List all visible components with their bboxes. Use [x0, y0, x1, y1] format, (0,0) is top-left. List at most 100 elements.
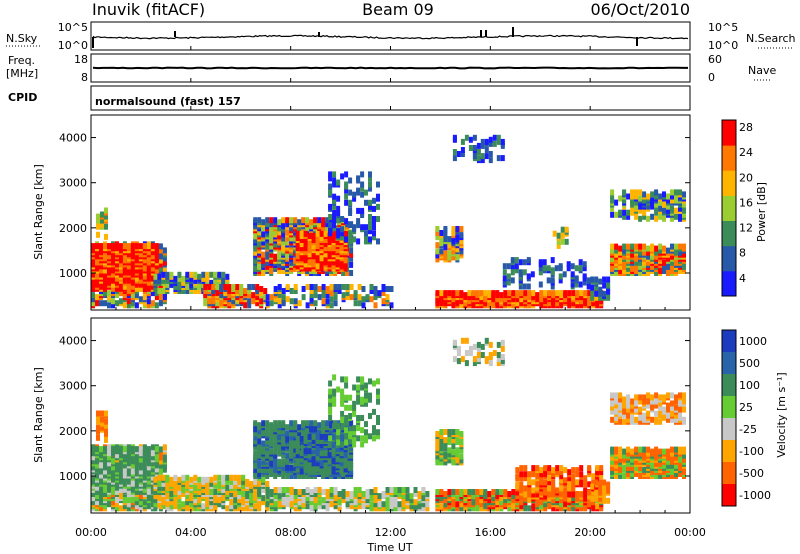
- cell-1103: [253, 426, 258, 433]
- cell-1831: [348, 404, 353, 411]
- cell-671: [142, 458, 147, 465]
- cell-2328: [630, 251, 635, 258]
- cell-1110: [257, 460, 262, 467]
- cell-948: [217, 474, 222, 481]
- cell-1704: [319, 433, 324, 440]
- cell-1666: [344, 218, 349, 225]
- cell-2245: [500, 155, 505, 162]
- cell-1627: [295, 466, 300, 473]
- cell-941: [217, 495, 222, 502]
- cell-1751: [277, 298, 282, 305]
- cell-1857: [360, 435, 365, 442]
- cell-194: [142, 294, 147, 301]
- cell-2081: [381, 491, 386, 497]
- cell-2039: [353, 487, 358, 493]
- cell-1272: [289, 464, 294, 471]
- cell-704: [177, 275, 182, 282]
- cell-839: [181, 474, 186, 481]
- cell-1847: [381, 284, 386, 290]
- cell-1708: [364, 234, 368, 241]
- cell-2049: [547, 290, 552, 297]
- cell-759: [209, 271, 214, 278]
- cell-1686: [315, 450, 320, 457]
- cell-2063: [369, 489, 374, 495]
- cell-807: [211, 294, 216, 301]
- cell-2670: [518, 283, 523, 290]
- cell-800: [169, 491, 174, 497]
- power-colorbar-tick-1: 8: [739, 247, 746, 260]
- cell-280: [162, 267, 167, 274]
- cell-2662: [510, 269, 515, 276]
- cell-746: [104, 410, 108, 417]
- cell-1742: [331, 433, 336, 440]
- cell-1268: [317, 221, 322, 228]
- cell-499: [126, 243, 131, 250]
- cell-2534: [642, 213, 647, 220]
- noise-spikes: [92, 27, 638, 48]
- cell-2086: [571, 290, 576, 297]
- cell-589: [122, 452, 127, 459]
- cell-1165: [265, 430, 270, 437]
- cell-1992: [321, 489, 326, 495]
- cell-662: [142, 486, 147, 493]
- cell-947: [217, 480, 222, 487]
- cell-1786: [313, 284, 318, 290]
- cell-1068: [281, 235, 286, 242]
- cell-418: [158, 446, 163, 453]
- cell-1811: [340, 410, 345, 417]
- cell-1949: [487, 290, 492, 297]
- cell-2235: [484, 138, 489, 145]
- cell-1852: [385, 286, 390, 292]
- cell-1172: [269, 460, 274, 467]
- cell-482: [99, 468, 103, 475]
- cell-2489: [610, 197, 615, 204]
- cell-1459: [299, 230, 304, 237]
- cell-1738: [331, 448, 336, 455]
- cell-2656: [502, 263, 507, 270]
- cell-2093: [575, 290, 580, 297]
- cell-1648: [303, 458, 308, 465]
- cell-1871: [364, 400, 368, 407]
- cell-2556: [654, 215, 659, 222]
- cell-2508: [626, 193, 631, 200]
- cell-320: [146, 503, 151, 510]
- cell-2051: [361, 491, 366, 497]
- cell-4: [91, 292, 95, 299]
- cell-1067: [257, 480, 262, 487]
- cell-1854: [389, 286, 394, 292]
- cell-1516: [315, 230, 320, 237]
- cell-1993: [325, 505, 330, 512]
- cell-503: [103, 454, 107, 461]
- cell-2601: [674, 193, 678, 200]
- cell-1086: [265, 480, 270, 487]
- cell-1637: [328, 175, 333, 182]
- cell-1166: [265, 426, 270, 433]
- cell-351: [99, 243, 103, 250]
- cell-2102: [393, 487, 398, 493]
- cell-1055: [277, 219, 282, 226]
- cell-724: [154, 452, 159, 459]
- cell-2587: [670, 215, 674, 222]
- cell-767: [157, 480, 162, 487]
- cell-1042: [277, 251, 282, 258]
- cell-2238: [488, 140, 493, 147]
- cell-723: [189, 281, 194, 288]
- cell-1640: [332, 220, 337, 227]
- cell-1170: [269, 466, 274, 473]
- cell-1258: [285, 456, 290, 463]
- cell-1174: [269, 454, 274, 461]
- cell-1268: [285, 424, 290, 431]
- cell-2232: [484, 153, 489, 160]
- cell-1664: [307, 448, 312, 455]
- cell-983: [229, 478, 234, 485]
- cell-1694: [319, 466, 324, 473]
- noise-right-tick-top: 10^5: [708, 21, 738, 34]
- cell-888: [197, 482, 202, 489]
- freq-label-1: Freq.: [8, 54, 35, 67]
- cell-743: [104, 422, 108, 429]
- cell-562: [138, 243, 143, 250]
- cell-1892: [376, 415, 380, 421]
- cell-472: [95, 446, 99, 453]
- cell-989: [233, 497, 238, 504]
- cell-2099: [393, 495, 398, 502]
